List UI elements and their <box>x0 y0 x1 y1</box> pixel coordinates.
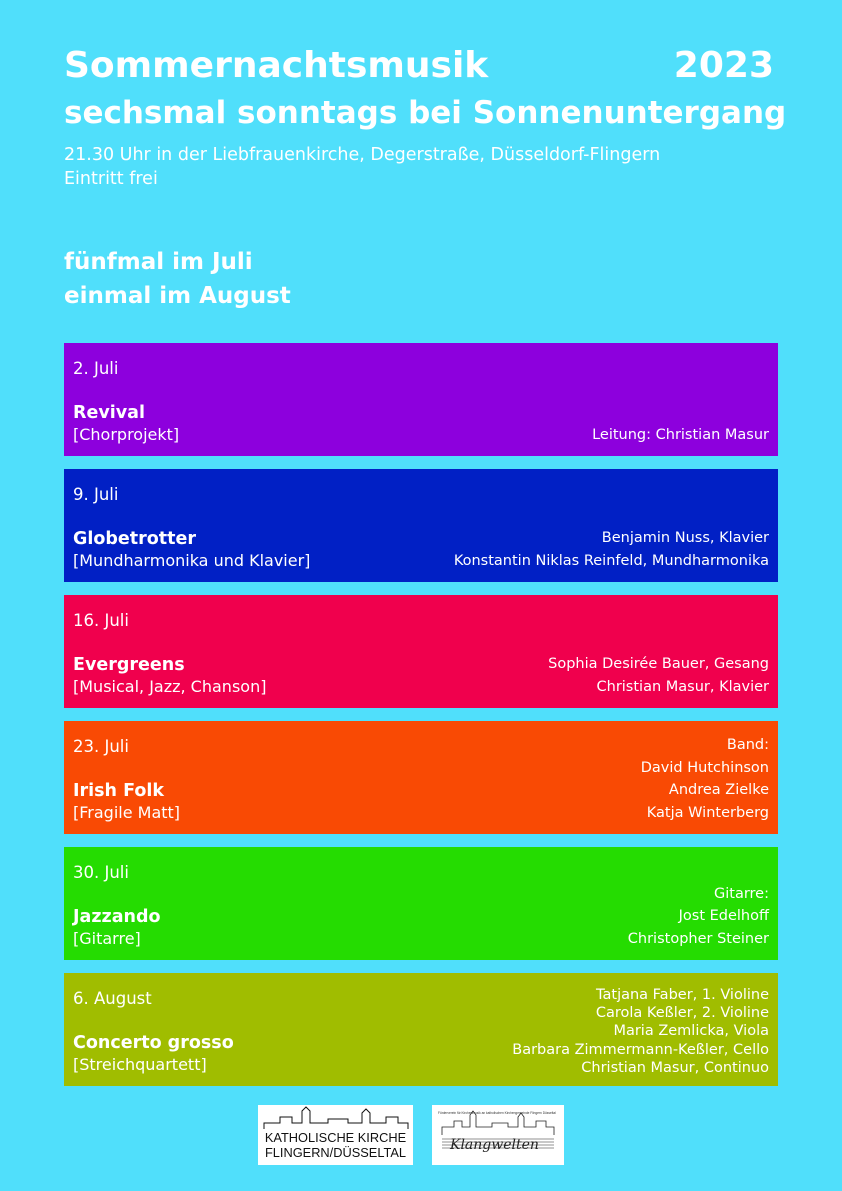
event-card: 16. Juli Evergreens [Musical, Jazz, Chanso… <box>64 595 778 708</box>
event-name: Jazzando <box>73 907 161 927</box>
performer-line: Konstantin Niklas Reinfeld, Mundharmonik… <box>453 552 769 569</box>
event-genre: [Gitarre] <box>73 929 141 948</box>
klangwelten-logo: Förderverein für Kirchenmusik an katholi… <box>432 1105 564 1165</box>
summary-august: einmal im August <box>64 283 291 309</box>
performer-line: Tatjana Faber, 1. Violine <box>596 986 769 1003</box>
kirche-logo-text: KATHOLISCHE KIRCHE FLINGERN/DÜSSELTAL <box>260 1130 411 1160</box>
performer-line: Benjamin Nuss, Klavier <box>601 530 769 546</box>
event-performers: Sophia Desirée Bauer, Gesang Christian Ma… <box>548 653 769 698</box>
performer-line: Carola Keßler, 2. Violine <box>595 1005 769 1022</box>
event-name: Revival <box>73 403 145 423</box>
performer-line: Christian Masur, Continuo <box>581 1059 769 1076</box>
performer-line: David Hutchinson <box>640 759 769 776</box>
venue-time-location: 21.30 Uhr in der Liebfrauenkirche, Deger… <box>64 145 661 165</box>
poster-title: Sommernachtsmusik <box>64 45 489 86</box>
klangwelten-logo-script: Klangwelten <box>450 1137 539 1153</box>
event-card: 9. Juli Globetrotter [Mundharmonika und Kl… <box>64 469 778 582</box>
poster-title-row: Sommernachtsmusik 2023 <box>64 44 774 88</box>
event-genre: [Musical, Jazz, Chanson] <box>73 677 267 696</box>
performer-line: Band: <box>726 737 769 753</box>
performer-line: Jost Edelhoff <box>678 908 769 924</box>
performer-line: Sophia Desirée Bauer, Gesang <box>548 656 769 672</box>
event-card: 6. August Concerto grosso [Streichquartett… <box>64 973 778 1086</box>
schedule-summary: fünfmal im Juli einmal im August <box>64 245 291 313</box>
event-card: 2. Juli Revival [Chorprojekt] Leitung: Chri… <box>64 343 778 456</box>
event-name: Globetrotter <box>73 529 197 549</box>
event-performers: Benjamin Nuss, Klavier Konstantin Niklas … <box>454 527 769 572</box>
event-genre: [Mundharmonika und Klavier] <box>73 551 311 570</box>
event-date: 30. Juli <box>73 863 129 882</box>
event-date: 6. August <box>73 989 152 1008</box>
event-date: 2. Juli <box>73 359 119 378</box>
performer-line: Barbara Zimmermann-Keßler, Cello <box>512 1041 769 1058</box>
event-name: Evergreens <box>73 655 185 675</box>
event-genre: [Fragile Matt] <box>73 803 181 822</box>
event-performers: Band: David Hutchinson Andrea Zielke Katja … <box>641 734 769 824</box>
event-performers: Gitarre: Jost Edelhoff Christopher Steiner <box>628 883 769 951</box>
event-date: 23. Juli <box>73 737 129 756</box>
performer-line: Gitarre: <box>714 885 769 902</box>
venue-info: 21.30 Uhr in der Liebfrauenkirche, Deger… <box>64 143 660 191</box>
performer-line: Christopher Steiner <box>627 930 769 947</box>
performer-line: Andrea Zielke <box>668 782 769 798</box>
performer-line: Leitung: Christian Masur <box>592 426 769 443</box>
event-date: 9. Juli <box>73 485 119 504</box>
kirche-logo-line1: KATHOLISCHE KIRCHE <box>264 1130 407 1145</box>
klangwelten-skyline-icon <box>441 1110 555 1149</box>
event-name: Concerto grosso <box>73 1033 234 1053</box>
event-date: 16. Juli <box>73 611 129 630</box>
event-genre: [Chorprojekt] <box>73 425 180 444</box>
admission-note: Eintritt frei <box>64 169 158 189</box>
kirche-logo-line2: FLINGERN/DÜSSELTAL <box>264 1144 407 1160</box>
event-genre: [Streichquartett] <box>73 1055 207 1074</box>
performer-line: Christian Masur, Klavier <box>596 678 770 695</box>
event-card: 30. Juli Jazzando [Gitarre] Gitarre: Jost Ed… <box>64 847 778 960</box>
poster-year: 2023 <box>673 45 774 86</box>
event-name: Irish Folk <box>73 781 165 801</box>
performer-line: Maria Zemlicka, Viola <box>613 1023 769 1040</box>
event-performers: Tatjana Faber, 1. Violine Carola Keßler, … <box>512 986 769 1077</box>
katholische-kirche-logo: KATHOLISCHE KIRCHE FLINGERN/DÜSSELTAL <box>258 1105 413 1165</box>
church-skyline-icon <box>263 1106 409 1129</box>
klangwelten-logo-caption: Förderverein für Kirchenmusik an katholi… <box>438 1111 556 1115</box>
event-performers: Leitung: Christian Masur <box>592 424 769 447</box>
poster-subtitle: sechsmal sonntags bei Sonnenuntergang <box>64 95 787 131</box>
event-card: 23. Juli Irish Folk [Fragile Matt] Band: Dav… <box>64 721 778 834</box>
summary-july: fünfmal im Juli <box>64 249 253 275</box>
performer-line: Katja Winterberg <box>646 804 769 821</box>
